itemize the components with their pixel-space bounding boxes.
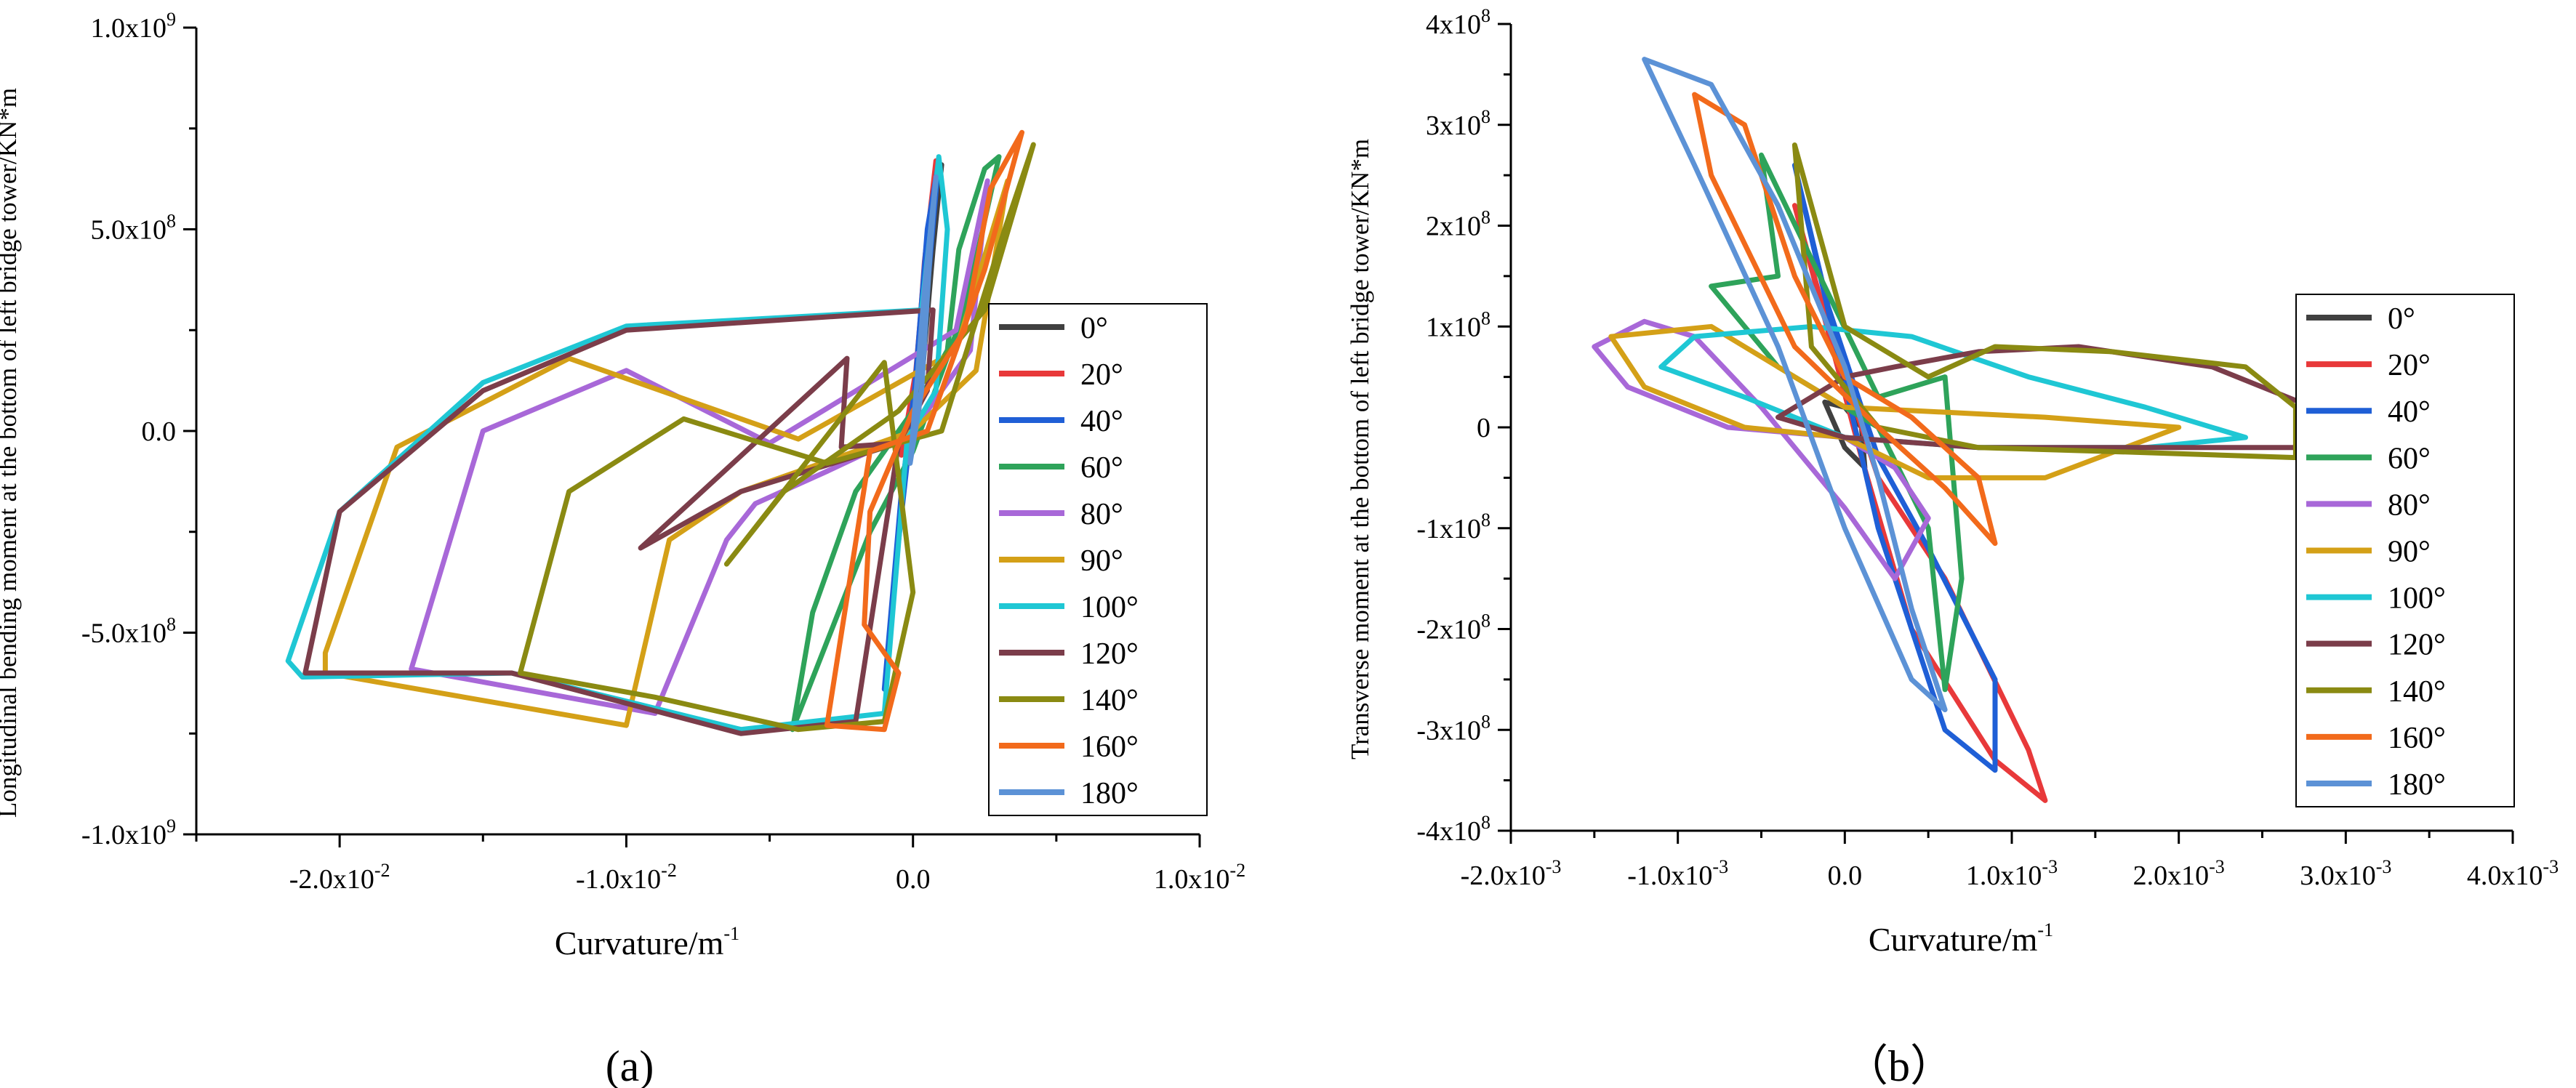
- legend-label: 100°: [1080, 591, 1139, 624]
- legend-label: 90°: [2388, 536, 2431, 569]
- x-axis-title: Curvature/m-1: [555, 923, 739, 962]
- y-tick-label: -3x108: [1416, 711, 1490, 746]
- legend-label: 40°: [1080, 405, 1123, 438]
- y-tick-label: 1.0x109: [91, 9, 177, 44]
- legend-label: 140°: [2388, 675, 2446, 709]
- x-tick-label: -2.0x10-2: [289, 860, 390, 895]
- y-tick-label: 0.0: [142, 416, 177, 447]
- legend-label: 0°: [1080, 312, 1108, 345]
- y-tick-label: -1.0x109: [81, 815, 176, 850]
- legend-label: 20°: [1080, 358, 1123, 392]
- legend-label: 100°: [2388, 582, 2446, 616]
- series-line: [302, 307, 936, 736]
- y-tick-label: -5.0x108: [81, 614, 176, 649]
- legend-label: 180°: [1080, 777, 1139, 810]
- panel-label: (a): [606, 1042, 654, 1088]
- series-line: [1791, 162, 1998, 773]
- legend: 0° 20° 40° 60° 80° 90° 100° 120° 140° 160° 180°: [988, 303, 1208, 816]
- legend-label: 60°: [1080, 451, 1123, 485]
- panel-label: （b）: [1845, 1042, 1954, 1088]
- legend-label: 180°: [2388, 768, 2446, 802]
- legend-label: 160°: [2388, 722, 2446, 755]
- legend: 0° 20° 40° 60° 80° 90° 100° 120° 140° 160° 180°: [2295, 294, 2515, 807]
- y-axis-title: Longitudinal bending moment at the botto…: [0, 88, 22, 818]
- x-tick-label: -1.0x10-3: [1627, 856, 1728, 891]
- y-tick-label: 0: [1477, 413, 1490, 443]
- y-tick-label: -1x108: [1416, 509, 1490, 544]
- x-tick-label: 0.0: [1828, 861, 1863, 891]
- series-line: [409, 178, 990, 716]
- legend-label: 80°: [1080, 498, 1123, 531]
- x-tick-label: 1.0x10-3: [1966, 856, 2058, 891]
- y-tick-label: 3x108: [1426, 106, 1490, 141]
- series-group: [1592, 57, 2415, 803]
- legend-label: 120°: [1080, 637, 1139, 671]
- chart-panel-a: -2.0x10-2 -1.0x10-2 0.0 1.0x10-2 1.0x109 5.0x…: [0, 9, 1245, 1088]
- legend-label: 120°: [2388, 629, 2446, 662]
- chart-panel-b: -2.0x10-3 -1.0x10-3 0.0 1.0x10-3 2.0x10-3 3.0…: [1346, 5, 2559, 1088]
- series-group: [285, 129, 1036, 736]
- y-axis-title: Transverse moment at the bottom of left …: [1346, 139, 1374, 759]
- x-tick-label: 3.0x10-3: [2300, 856, 2391, 891]
- x-tick-label: 0.0: [896, 864, 931, 895]
- legend-label: 90°: [1080, 544, 1123, 578]
- series-line: [1709, 152, 1965, 693]
- series-line: [1608, 323, 2182, 480]
- legend-label: 140°: [1080, 684, 1139, 717]
- legend-label: 20°: [2388, 349, 2431, 382]
- series-line: [1692, 92, 1998, 547]
- series-line: [1592, 318, 1931, 581]
- x-tick-label: 1.0x10-2: [1154, 860, 1245, 895]
- legend-label: 0°: [2388, 302, 2415, 336]
- series-line: [285, 154, 950, 733]
- y-tick-label: -2x108: [1416, 611, 1490, 645]
- x-axis-title: Curvature/m-1: [1869, 919, 2053, 958]
- x-tick-label: 4.0x10-3: [2467, 856, 2559, 891]
- x-tick-label: 2.0x10-3: [2133, 856, 2225, 891]
- y-tick-label: 1x108: [1426, 307, 1490, 342]
- legend-label: 40°: [2388, 395, 2431, 429]
- legend-label: 80°: [2388, 488, 2431, 522]
- series-line: [907, 174, 939, 466]
- y-tick-label: 5.0x108: [91, 211, 177, 246]
- legend-label: 160°: [1080, 730, 1139, 764]
- x-tick-label: -2.0x10-3: [1461, 856, 1562, 891]
- legend-label: 60°: [2388, 442, 2431, 475]
- y-tick-label: -4x108: [1416, 812, 1490, 847]
- series-line: [1642, 57, 1948, 712]
- y-tick-label: 2x108: [1426, 207, 1490, 242]
- y-tick-label: 4x108: [1426, 5, 1490, 40]
- x-tick-label: -1.0x10-2: [576, 860, 677, 895]
